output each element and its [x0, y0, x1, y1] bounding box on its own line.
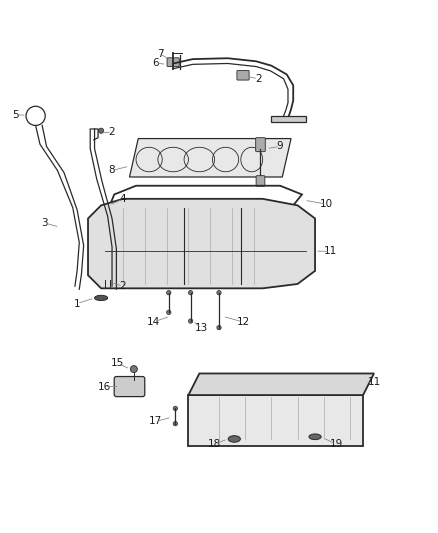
- Polygon shape: [188, 395, 363, 446]
- Text: 2: 2: [255, 74, 261, 84]
- FancyBboxPatch shape: [256, 176, 265, 186]
- Ellipse shape: [228, 435, 240, 442]
- Ellipse shape: [188, 290, 193, 295]
- Text: 19: 19: [329, 439, 343, 449]
- Ellipse shape: [217, 290, 221, 295]
- Ellipse shape: [166, 290, 171, 295]
- Text: 11: 11: [367, 377, 381, 387]
- Circle shape: [131, 366, 138, 373]
- Circle shape: [105, 280, 110, 285]
- Text: 18: 18: [208, 439, 221, 449]
- Polygon shape: [88, 199, 315, 288]
- FancyBboxPatch shape: [167, 58, 179, 67]
- Text: 10: 10: [319, 199, 332, 209]
- Text: 17: 17: [149, 416, 162, 426]
- Text: 14: 14: [147, 317, 160, 327]
- Text: 4: 4: [120, 194, 126, 204]
- Text: 3: 3: [41, 218, 48, 228]
- Polygon shape: [188, 374, 374, 395]
- Text: 2: 2: [109, 127, 115, 137]
- Text: 7: 7: [157, 49, 163, 59]
- Text: 5: 5: [13, 110, 19, 119]
- Text: 1: 1: [74, 298, 81, 309]
- Text: 6: 6: [152, 58, 159, 68]
- Ellipse shape: [173, 422, 177, 426]
- Text: 9: 9: [277, 141, 283, 151]
- Ellipse shape: [217, 326, 221, 330]
- Text: 16: 16: [98, 382, 111, 392]
- Ellipse shape: [188, 319, 193, 323]
- Text: 11: 11: [324, 246, 337, 256]
- Text: 15: 15: [111, 358, 124, 368]
- FancyBboxPatch shape: [114, 376, 145, 397]
- FancyBboxPatch shape: [237, 70, 249, 80]
- FancyBboxPatch shape: [256, 138, 265, 152]
- Text: 8: 8: [109, 165, 115, 175]
- FancyBboxPatch shape: [272, 116, 306, 123]
- Text: 12: 12: [237, 317, 250, 327]
- Text: 2: 2: [120, 281, 126, 291]
- Ellipse shape: [309, 434, 321, 440]
- Polygon shape: [130, 139, 291, 177]
- Circle shape: [99, 128, 104, 133]
- Ellipse shape: [95, 295, 108, 301]
- Text: 13: 13: [195, 324, 208, 334]
- Ellipse shape: [173, 406, 177, 410]
- Ellipse shape: [166, 310, 171, 314]
